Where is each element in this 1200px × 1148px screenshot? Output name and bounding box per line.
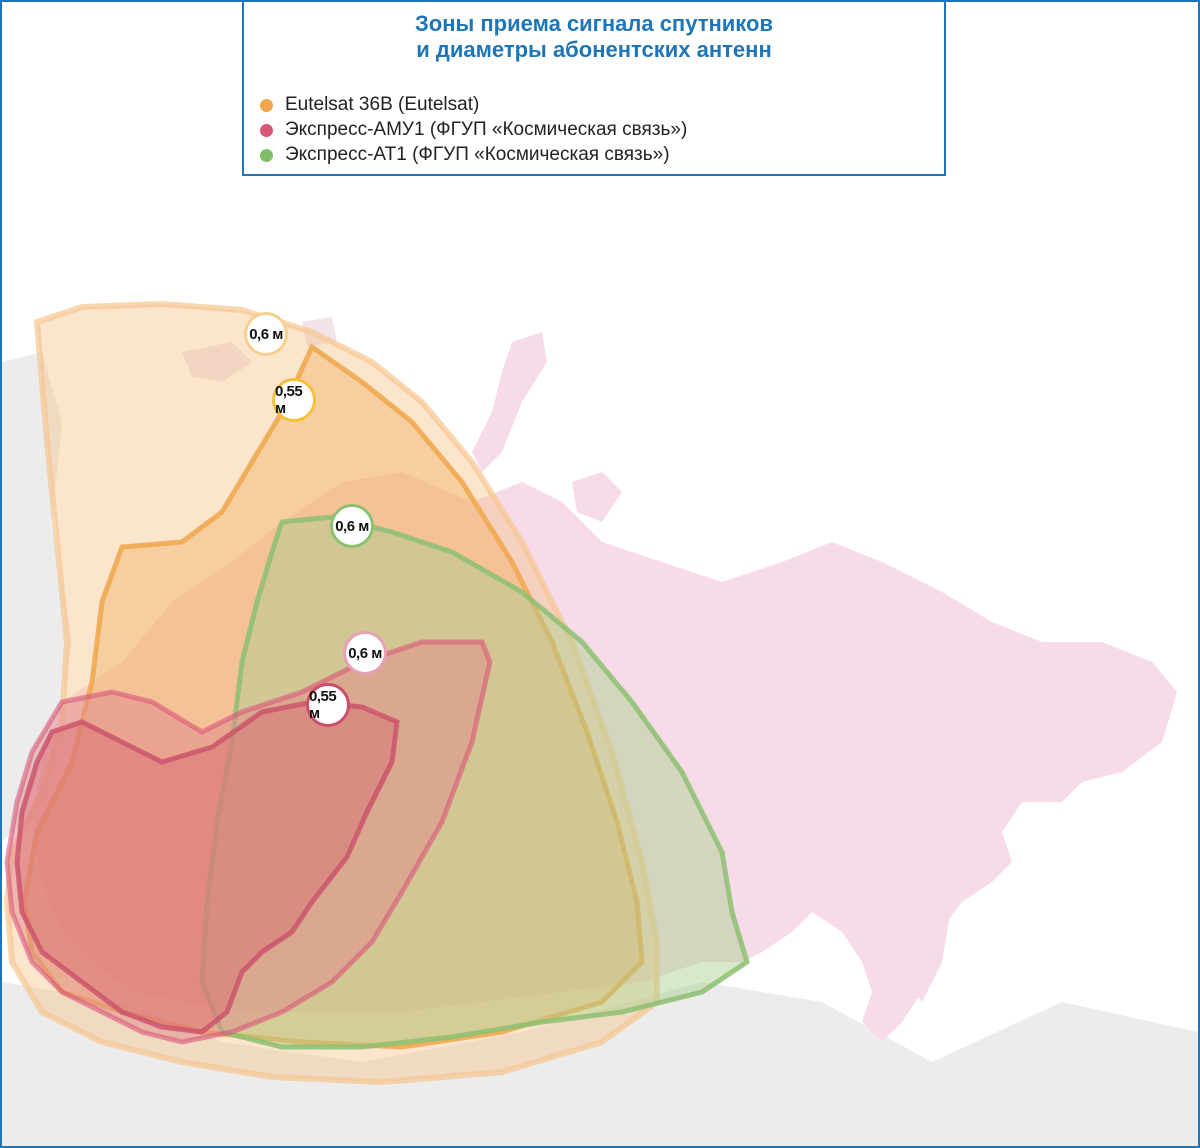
badge-at1-06: 0,6 м <box>330 504 374 548</box>
green-dot-icon <box>260 148 273 162</box>
peninsula-kamchatka <box>902 862 952 1002</box>
land-south <box>2 982 1198 1146</box>
legend-item-eutelsat: Eutelsat 36B (Eutelsat) <box>260 94 479 116</box>
island-severnaya-zemlya <box>572 472 622 522</box>
island-novaya-zemlya <box>472 332 547 472</box>
land-arctic-islands <box>182 317 337 382</box>
title-line-2: и диаметры абонентских антенн <box>416 37 772 62</box>
legend-label-at1: Экспресс-АТ1 (ФГУП «Космическая связь») <box>285 144 670 165</box>
zone-amu1-055 <box>14 699 400 1035</box>
legend-box: Зоны приема сигнала спутников и диаметры… <box>242 2 946 176</box>
badge-amu1-06: 0,6 м <box>343 631 387 675</box>
badge-amu1-055: 0,55 м <box>306 683 350 727</box>
pink-dot-icon <box>260 123 273 137</box>
badge-eutelsat-055: 0,55 м <box>272 378 316 422</box>
legend-label-amu1: Экспресс-АМУ1 (ФГУП «Космическая связь») <box>285 119 688 140</box>
zone-amu1-06 <box>4 639 493 1045</box>
legend-label-eutelsat: Eutelsat 36B (Eutelsat) <box>285 94 480 115</box>
title-line-1: Зоны приема сигнала спутников <box>414 11 773 36</box>
legend-item-amu1: Экспресс-АМУ1 (ФГУП «Космическая связь») <box>260 119 687 141</box>
orange-dot-icon <box>260 98 273 112</box>
badge-eutelsat-06: 0,6 м <box>244 312 288 356</box>
legend-item-at1: Экспресс-АТ1 (ФГУП «Космическая связь») <box>260 144 670 166</box>
